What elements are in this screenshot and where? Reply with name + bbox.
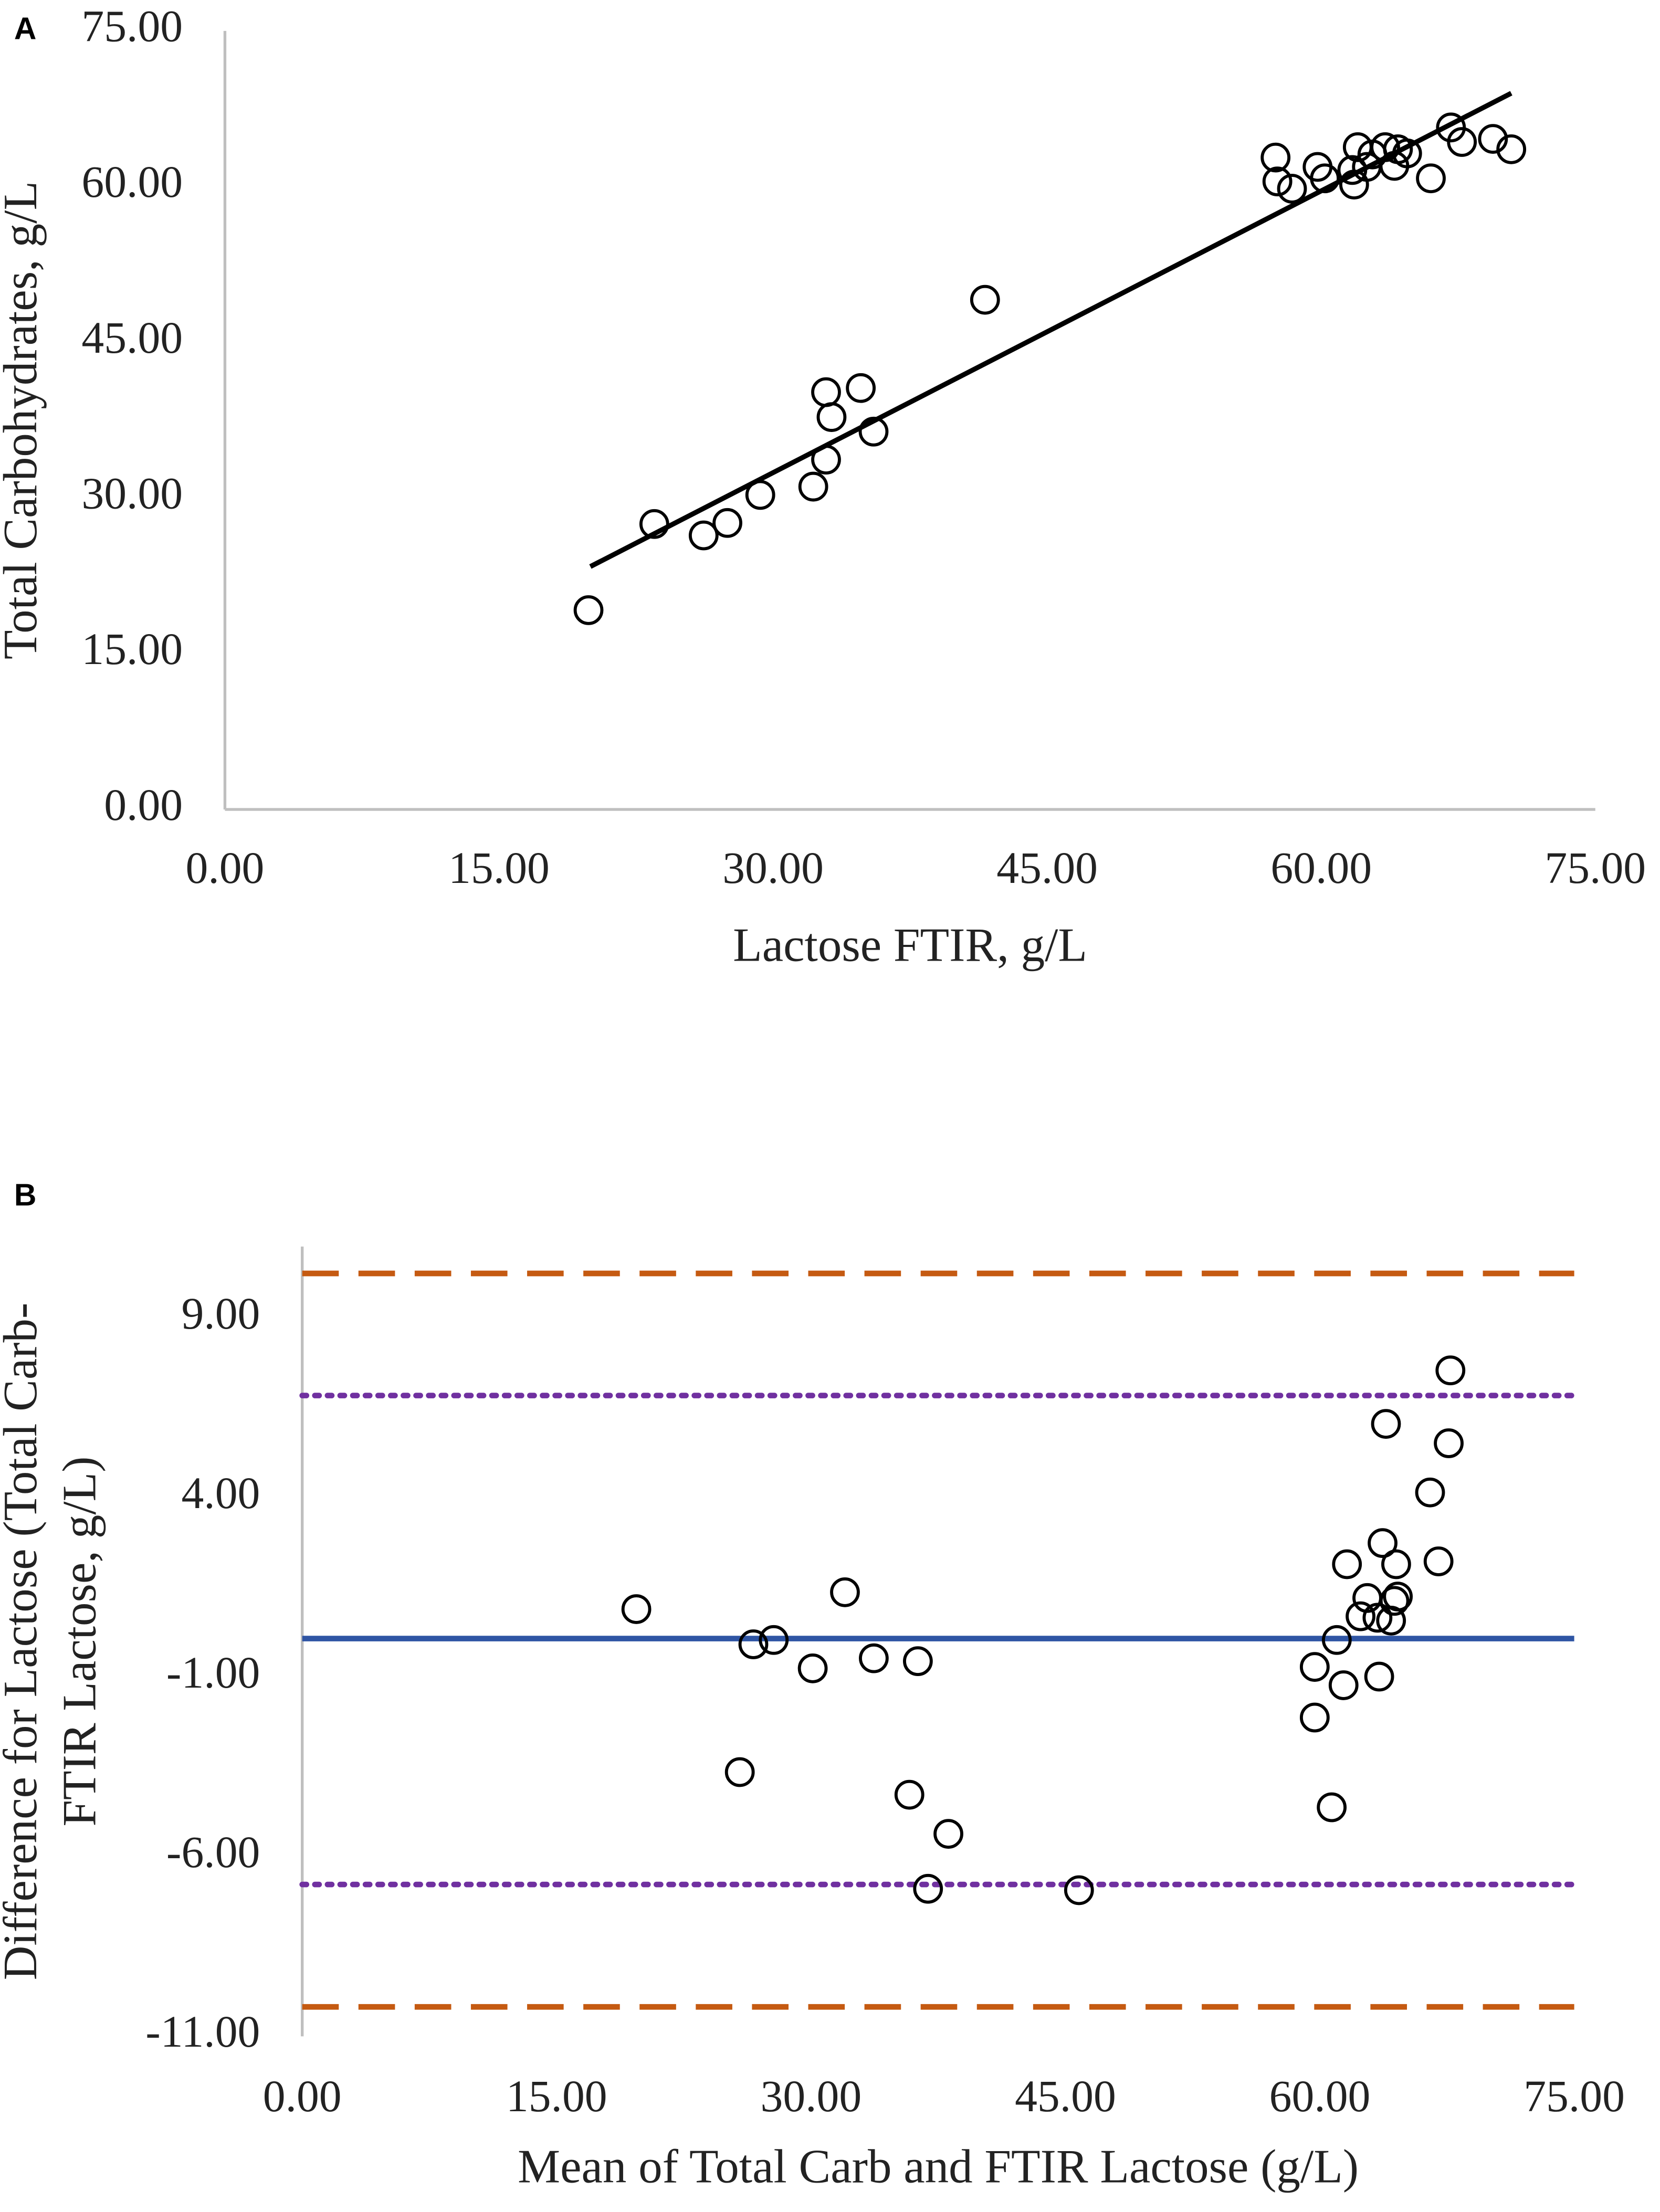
x-tick-label: 0.00 xyxy=(185,843,264,893)
x-tick-label: 15.00 xyxy=(506,2071,607,2121)
point xyxy=(846,373,876,403)
point xyxy=(811,445,841,475)
point xyxy=(639,509,669,539)
point xyxy=(621,1594,652,1624)
y-tick-label: 15.00 xyxy=(81,624,183,674)
panel-label: B xyxy=(14,1178,37,1213)
trendline xyxy=(589,91,1512,569)
point xyxy=(1416,163,1446,194)
point xyxy=(830,1577,860,1607)
point xyxy=(1328,1670,1359,1700)
y-tick-label: -1.00 xyxy=(166,1648,260,1698)
point xyxy=(1260,142,1291,173)
point xyxy=(858,416,889,447)
point xyxy=(1321,1625,1352,1655)
point xyxy=(724,1757,755,1787)
y-tick-label: -11.00 xyxy=(145,2007,260,2057)
point xyxy=(712,508,742,538)
point xyxy=(1362,1603,1393,1633)
point xyxy=(1332,1549,1362,1579)
x-tick-label: 15.00 xyxy=(448,843,550,893)
point xyxy=(1310,163,1340,194)
point xyxy=(1368,1528,1398,1558)
point xyxy=(816,402,847,432)
point xyxy=(1434,1428,1464,1458)
point xyxy=(903,1646,933,1677)
point xyxy=(811,377,841,407)
point xyxy=(1381,1549,1411,1579)
point xyxy=(797,1653,828,1683)
y-tick-label: 45.00 xyxy=(81,313,183,363)
x-tick-label: 60.00 xyxy=(1269,2071,1371,2121)
point xyxy=(688,520,719,551)
x-axis-title: Lactose FTIR, g/L xyxy=(733,919,1087,972)
point xyxy=(759,1625,789,1655)
point xyxy=(1415,1477,1445,1508)
y-axis-title: Difference for Lactose (Total Carb- xyxy=(0,1303,47,1981)
point xyxy=(745,480,775,510)
x-tick-label: 45.00 xyxy=(996,843,1098,893)
point xyxy=(1299,1652,1330,1682)
x-tick-label: 45.00 xyxy=(1015,2071,1116,2121)
point xyxy=(798,471,828,502)
y-tick-label: 4.00 xyxy=(181,1468,260,1518)
point xyxy=(1337,155,1368,185)
point xyxy=(1277,174,1307,204)
point xyxy=(573,595,604,625)
y-tick-label: 60.00 xyxy=(81,157,183,207)
x-tick-label: 75.00 xyxy=(1545,843,1646,893)
y-tick-label: 9.00 xyxy=(181,1289,260,1339)
point xyxy=(859,1643,889,1673)
point xyxy=(738,1629,769,1659)
point xyxy=(913,1873,943,1904)
point xyxy=(1364,1661,1394,1692)
point xyxy=(933,1819,963,1849)
point xyxy=(1435,1355,1466,1386)
point xyxy=(1370,132,1400,162)
point xyxy=(1064,1875,1094,1905)
y-axis-title: FTIR Lactose, g/L) xyxy=(53,1456,106,1826)
point xyxy=(1392,138,1422,168)
point xyxy=(1317,1792,1347,1823)
point xyxy=(1423,1546,1454,1576)
point xyxy=(1478,124,1508,154)
x-tick-label: 0.00 xyxy=(263,2071,342,2121)
panel-label: A xyxy=(14,12,37,46)
x-tick-label: 60.00 xyxy=(1270,843,1372,893)
x-tick-label: 30.00 xyxy=(760,2071,861,2121)
x-tick-label: 75.00 xyxy=(1524,2071,1625,2121)
point xyxy=(1346,1601,1375,1631)
y-tick-label: 0.00 xyxy=(104,780,183,830)
point xyxy=(1496,134,1527,164)
point xyxy=(970,285,1000,315)
point xyxy=(1371,1409,1401,1439)
x-axis-title: Mean of Total Carb and FTIR Lactose (g/L… xyxy=(518,2140,1359,2193)
point xyxy=(1383,1582,1413,1611)
point xyxy=(1299,1702,1330,1733)
point xyxy=(894,1779,924,1810)
point xyxy=(1379,1586,1410,1616)
y-tick-label: -6.00 xyxy=(166,1827,260,1877)
y-axis-title: Total Carbohydrates, g/L xyxy=(0,181,47,659)
x-tick-label: 30.00 xyxy=(722,843,824,893)
point xyxy=(1262,166,1293,197)
point xyxy=(1447,127,1477,157)
y-tick-label: 30.00 xyxy=(81,468,183,518)
y-tick-label: 75.00 xyxy=(81,2,183,51)
